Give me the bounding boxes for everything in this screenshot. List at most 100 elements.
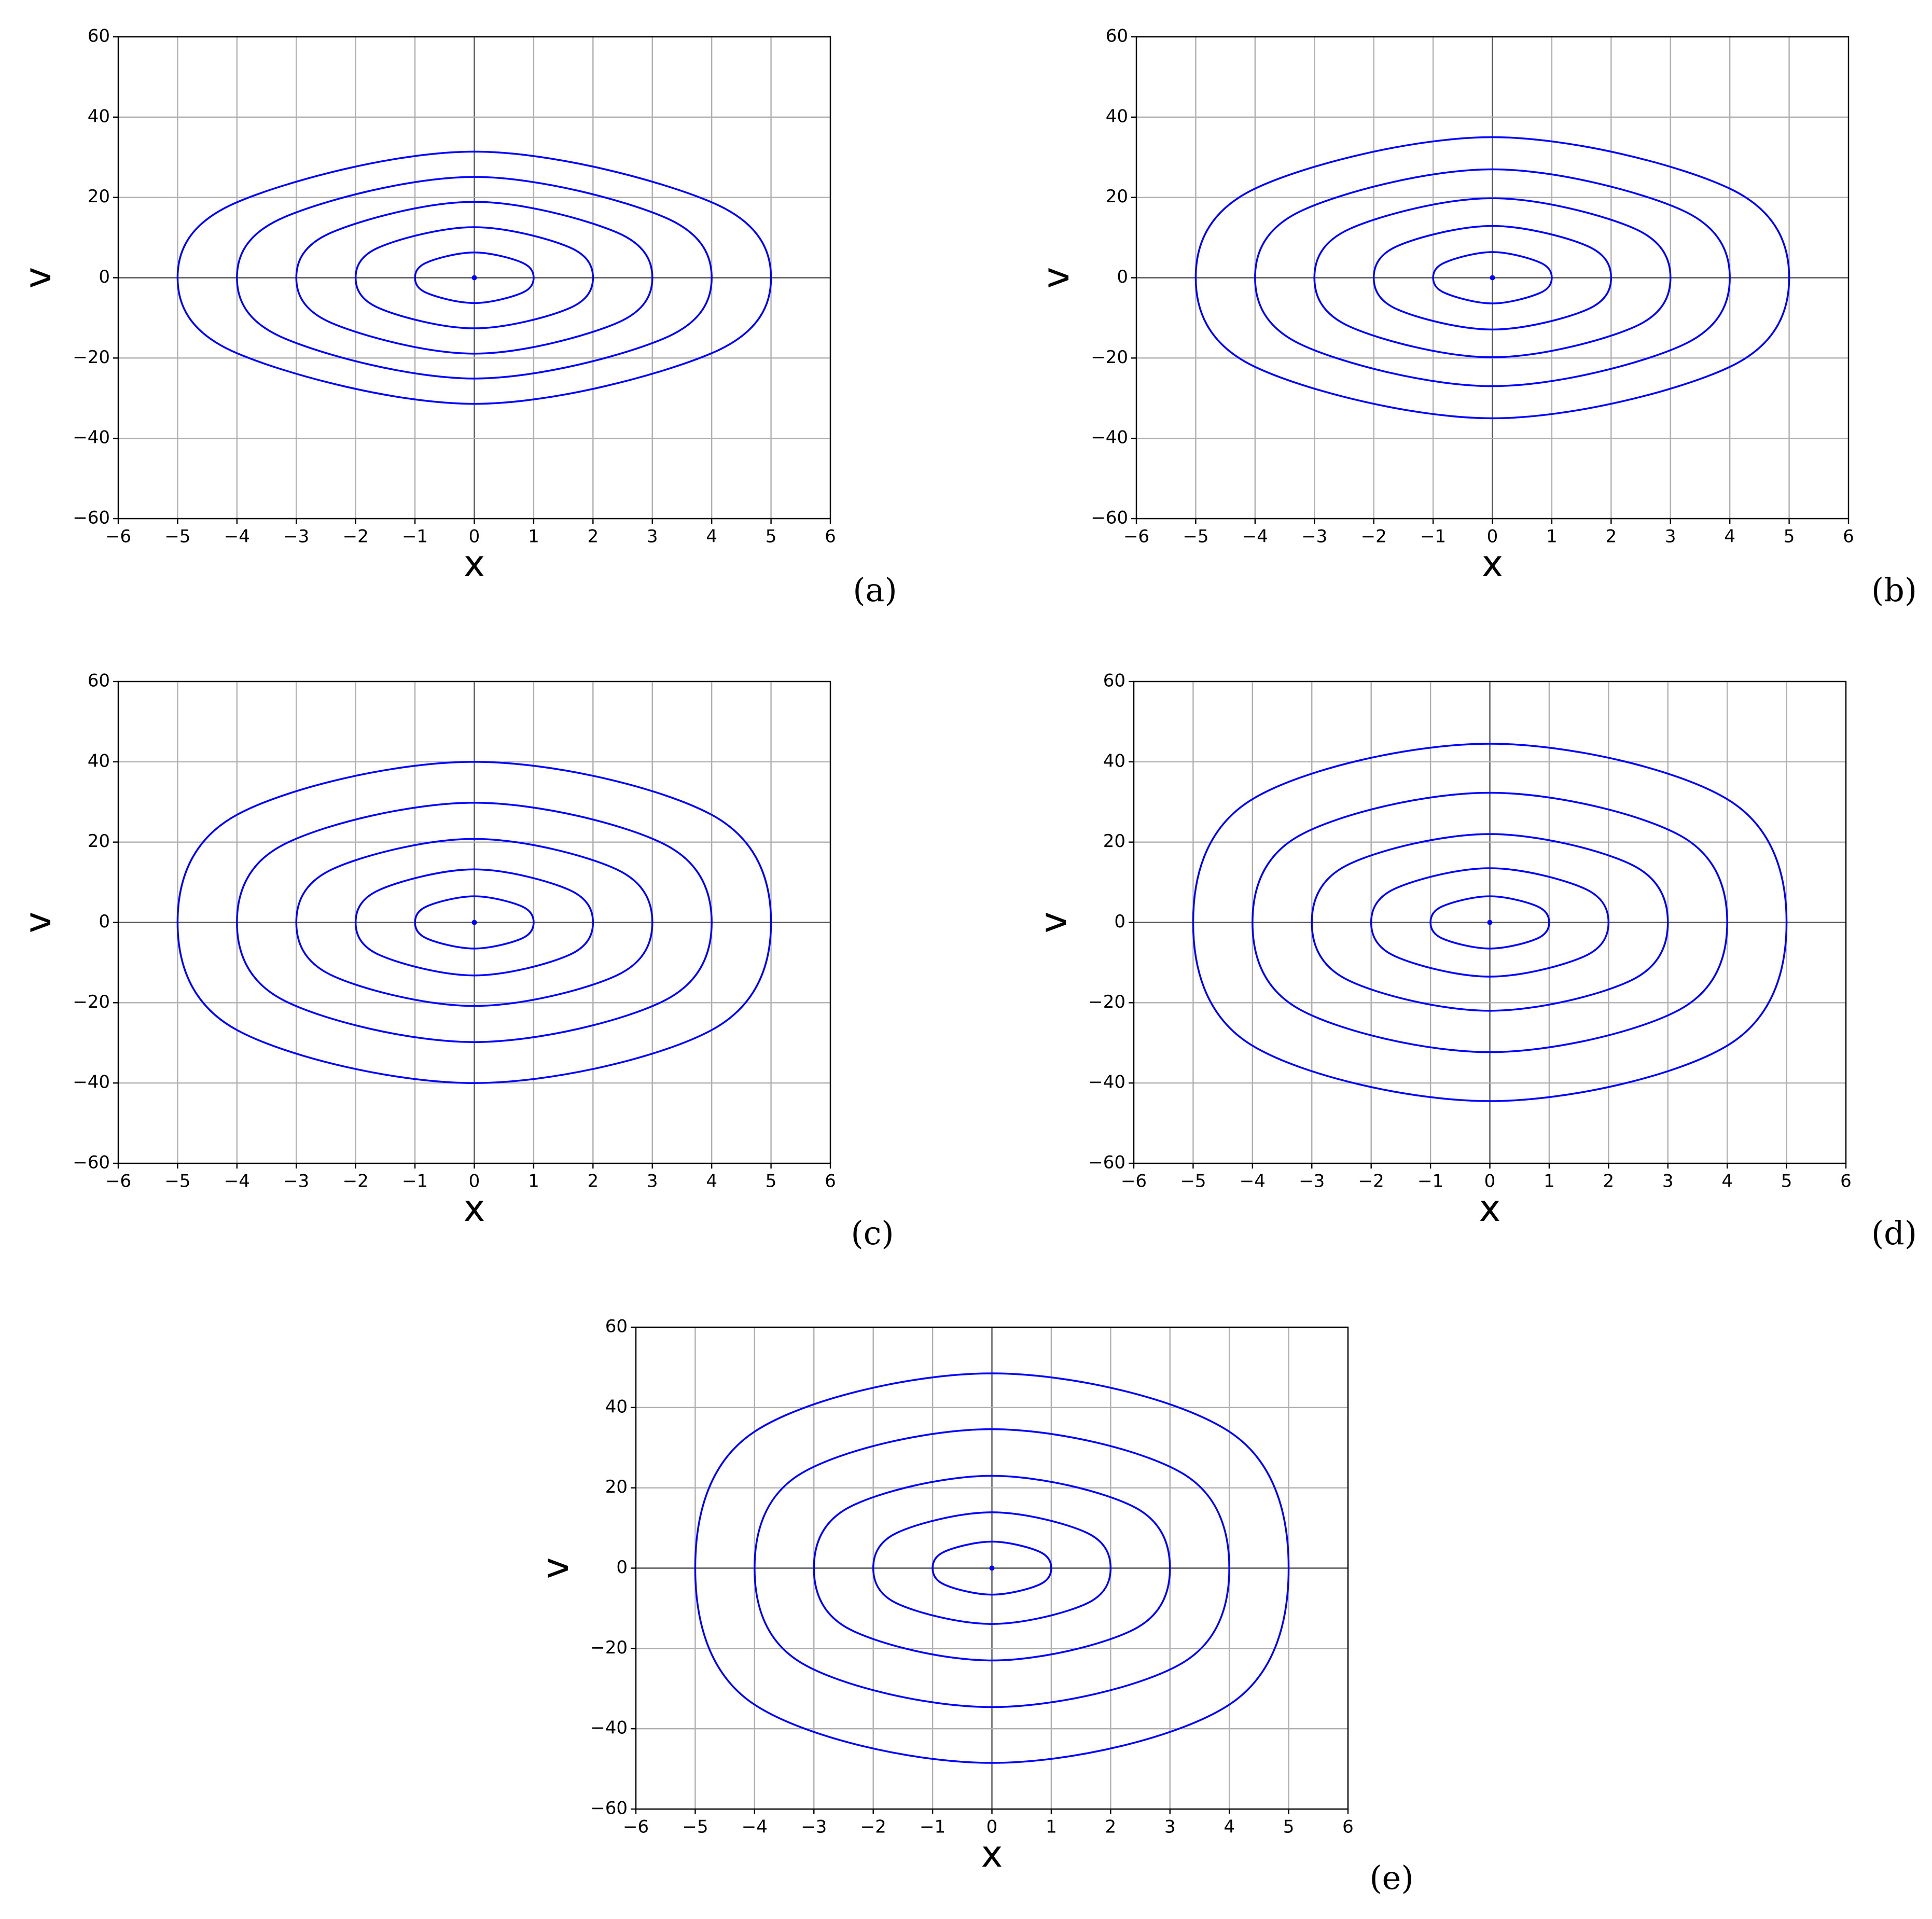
- center-point: [1490, 275, 1495, 281]
- phase-curve: [176, 761, 772, 1084]
- y-tick-label: −60: [73, 1152, 110, 1173]
- y-tick-label: 40: [88, 106, 110, 127]
- x-tick-label: −4: [742, 1817, 768, 1838]
- x-tick-label: −6: [105, 526, 131, 547]
- phase-curve: [236, 802, 713, 1043]
- x-tick-label: 1: [1544, 1171, 1555, 1192]
- x-tick-label: 6: [825, 1171, 836, 1192]
- x-tick-label: 5: [1784, 526, 1795, 547]
- phase-curve: [1372, 225, 1613, 331]
- y-tick-label: 60: [88, 26, 110, 47]
- x-tick-label: 2: [588, 526, 599, 547]
- x-tick-label: 2: [1105, 1817, 1117, 1838]
- axis-label: x: [981, 1833, 1003, 1875]
- x-tick-label: 1: [528, 526, 539, 547]
- x-tick-label: −1: [1420, 526, 1446, 547]
- x-tick-label: −4: [1240, 1171, 1266, 1192]
- x-tick-label: −1: [402, 526, 428, 547]
- x-tick-label: −5: [164, 1171, 190, 1192]
- y-tick-label: 20: [1103, 831, 1125, 852]
- phase-curve: [414, 251, 535, 304]
- axis-label: v: [17, 912, 59, 933]
- plot-frame: [1133, 680, 1847, 1164]
- x-tick-label: 1: [1546, 526, 1558, 547]
- phase-curve: [295, 201, 654, 355]
- y-tick-label: −40: [590, 1718, 628, 1739]
- axis-label: v: [1035, 267, 1077, 288]
- y-tick-label: 20: [88, 186, 110, 207]
- x-tick-label: −3: [283, 1171, 309, 1192]
- x-tick-label: 3: [647, 526, 658, 547]
- y-tick-label: 40: [1103, 750, 1125, 771]
- plot-frame: [1135, 36, 1850, 520]
- y-tick-label: −60: [1088, 1152, 1125, 1173]
- axis-label: x: [464, 1187, 485, 1230]
- y-tick-label: 60: [88, 671, 110, 691]
- axis-label: v: [1032, 912, 1075, 933]
- phase-curve: [414, 895, 535, 950]
- x-tick-label: −5: [1183, 526, 1208, 547]
- plot-frame: [117, 680, 831, 1164]
- phase-curve: [1313, 197, 1672, 358]
- panel: −6 −5 −4 −3 −2 −1 0 1 2 3 4 5 6 −60 −40 −20 0 20 40 60 x v (b): [1035, 26, 1917, 609]
- y-tick-label: 40: [605, 1396, 628, 1417]
- center-point: [1487, 920, 1493, 925]
- x-tick-label: −3: [801, 1817, 827, 1838]
- center-point: [471, 920, 477, 925]
- center-point: [471, 275, 477, 281]
- phase-curve: [872, 1511, 1112, 1625]
- phase-curve: [176, 150, 772, 405]
- y-tick-label: 20: [605, 1477, 628, 1497]
- x-tick-label: −6: [105, 1171, 131, 1192]
- phase-curve: [354, 226, 594, 329]
- panel-label: (a): [853, 571, 897, 609]
- x-tick-label: 3: [1164, 1817, 1176, 1838]
- phase-curve: [1370, 867, 1610, 978]
- phase-curve: [694, 1372, 1290, 1764]
- x-tick-label: −3: [1299, 1171, 1325, 1192]
- y-tick-label: −20: [1091, 347, 1128, 368]
- y-tick-label: −40: [73, 427, 110, 448]
- x-tick-label: −4: [224, 1171, 250, 1192]
- y-tick-label: 0: [1117, 267, 1128, 287]
- x-tick-label: −1: [1417, 1171, 1443, 1192]
- phase-curve: [236, 176, 713, 380]
- x-tick-label: 5: [766, 1171, 777, 1192]
- x-tick-label: 0: [986, 1817, 998, 1838]
- x-tick-label: −4: [1242, 526, 1268, 547]
- axis-label: x: [1479, 1187, 1500, 1230]
- panel-label: (d): [1871, 1214, 1917, 1252]
- x-tick-label: 0: [469, 1171, 480, 1192]
- y-tick-label: −20: [73, 347, 110, 368]
- x-tick-label: 6: [1843, 526, 1854, 547]
- x-tick-label: −1: [920, 1817, 946, 1838]
- phase-curve: [754, 1428, 1230, 1708]
- x-tick-label: 6: [825, 526, 836, 547]
- y-tick-label: −40: [1088, 1072, 1125, 1093]
- y-tick-label: 60: [605, 1316, 628, 1337]
- axis-label: v: [17, 267, 59, 288]
- y-tick-label: −20: [73, 992, 110, 1012]
- x-tick-label: −6: [1121, 1171, 1147, 1192]
- y-tick-label: 20: [88, 831, 110, 852]
- x-tick-label: 3: [1662, 1171, 1674, 1192]
- x-tick-label: −3: [1301, 526, 1327, 547]
- x-tick-label: 4: [706, 1171, 717, 1192]
- x-tick-label: 0: [1484, 1171, 1496, 1192]
- x-tick-label: −6: [623, 1817, 649, 1838]
- x-tick-label: −5: [164, 526, 190, 547]
- plot-frame: [635, 1326, 1349, 1810]
- y-tick-label: −60: [1091, 508, 1128, 529]
- x-tick-label: 2: [1603, 1171, 1615, 1192]
- x-tick-label: 4: [706, 526, 717, 547]
- y-tick-label: −40: [1091, 427, 1128, 448]
- panel-label: (e): [1369, 1859, 1413, 1897]
- panel-label: (b): [1871, 571, 1917, 609]
- phase-curve: [1192, 743, 1788, 1102]
- x-tick-label: −3: [283, 526, 309, 547]
- x-tick-label: −6: [1123, 526, 1149, 547]
- y-tick-label: 60: [1106, 26, 1128, 47]
- plot-frame: [117, 36, 831, 520]
- x-tick-label: 4: [1224, 1817, 1235, 1838]
